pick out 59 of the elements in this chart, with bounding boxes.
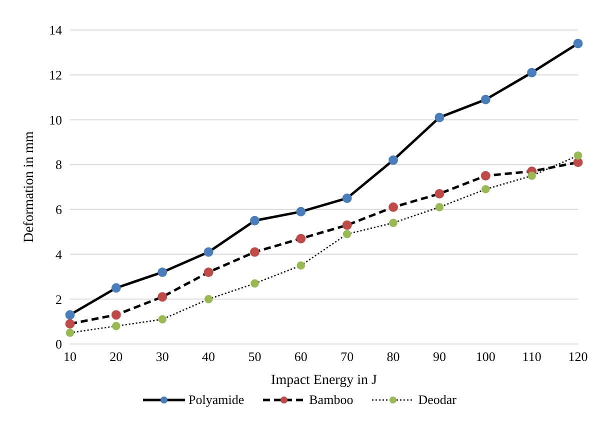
- x-tick-label: 60: [294, 349, 308, 364]
- point: [204, 267, 214, 277]
- point: [112, 322, 120, 330]
- x-tick-label: 30: [156, 349, 169, 364]
- point: [342, 230, 352, 238]
- y-tick-label: 2: [56, 292, 62, 307]
- x-tick-label: 100: [476, 349, 496, 364]
- y-tick-label: 14: [49, 22, 62, 38]
- point: [434, 188, 444, 198]
- x-tick-label: 70: [340, 349, 354, 364]
- point: [528, 172, 536, 180]
- point: [204, 247, 214, 257]
- point: [527, 68, 537, 78]
- point: [250, 216, 260, 226]
- point: [158, 267, 168, 277]
- point: [296, 234, 306, 244]
- point: [342, 220, 352, 230]
- point: [435, 203, 444, 212]
- point: [573, 38, 583, 48]
- x-tick-label: 20: [110, 349, 123, 364]
- point: [388, 155, 398, 165]
- point: [574, 151, 582, 160]
- point: [296, 206, 306, 216]
- point: [66, 328, 74, 337]
- y-tick-label: 8: [56, 157, 62, 172]
- point: [388, 202, 398, 212]
- point: [434, 112, 444, 122]
- y-tick-label: 4: [56, 246, 62, 262]
- legend-label: Deodar: [418, 392, 456, 408]
- legend-label: Bamboo: [309, 392, 354, 408]
- point: [250, 247, 260, 257]
- point: [65, 319, 75, 329]
- y-tick-label: 10: [49, 112, 62, 128]
- y-tick-label: 0: [56, 336, 62, 352]
- y-tick-label: 12: [49, 67, 62, 82]
- x-tick-label: 90: [432, 349, 446, 364]
- point: [204, 294, 213, 304]
- point: [480, 171, 490, 181]
- point: [111, 310, 121, 320]
- point: [573, 158, 583, 168]
- point: [389, 218, 398, 228]
- x-tick-label: 40: [202, 349, 216, 364]
- point: [296, 261, 306, 270]
- point: [480, 94, 490, 104]
- y-tick-label: 6: [56, 202, 62, 218]
- point: [158, 292, 168, 302]
- y-axis-title: Deformation in mm: [22, 131, 37, 243]
- point: [158, 315, 167, 324]
- x-axis-title: Impact Energy in J: [271, 373, 378, 388]
- point: [65, 310, 75, 320]
- legend-label: Polyamide: [188, 392, 244, 408]
- x-tick-label: 80: [386, 349, 400, 364]
- point: [481, 185, 490, 194]
- point: [250, 279, 259, 288]
- x-tick-label: 110: [522, 349, 542, 364]
- x-tick-label: 50: [248, 349, 262, 364]
- x-tick-label: 120: [568, 349, 588, 364]
- point: [111, 283, 121, 293]
- point: [342, 193, 352, 203]
